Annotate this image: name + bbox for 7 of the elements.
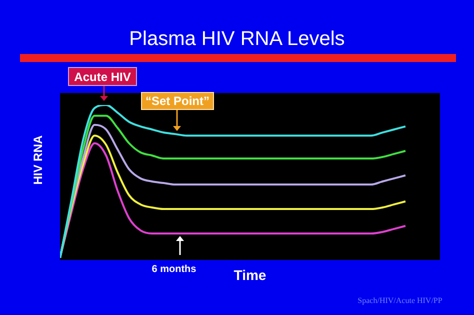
text: Spach/HIV/Acute HIV/PP [356,294,444,306]
x-axis-title: Time [232,267,268,283]
text: 6 months [150,262,198,276]
text: Acute HIV [68,67,137,86]
annotation: “Set Point” [141,92,214,110]
chart-title: Plasma HIV RNA Levels [128,28,346,51]
y-axis-title: HIV RNA [31,134,46,187]
